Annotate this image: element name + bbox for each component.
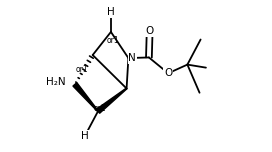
Text: or1: or1 bbox=[94, 104, 106, 113]
Text: H: H bbox=[107, 7, 115, 17]
Text: N: N bbox=[128, 53, 136, 63]
Text: O: O bbox=[164, 68, 172, 78]
Text: or1: or1 bbox=[76, 65, 88, 74]
Text: or1: or1 bbox=[107, 36, 119, 45]
Text: H₂N: H₂N bbox=[46, 77, 65, 87]
Polygon shape bbox=[96, 88, 127, 113]
Text: O: O bbox=[146, 26, 154, 36]
Text: H: H bbox=[81, 131, 89, 141]
Polygon shape bbox=[73, 83, 98, 112]
